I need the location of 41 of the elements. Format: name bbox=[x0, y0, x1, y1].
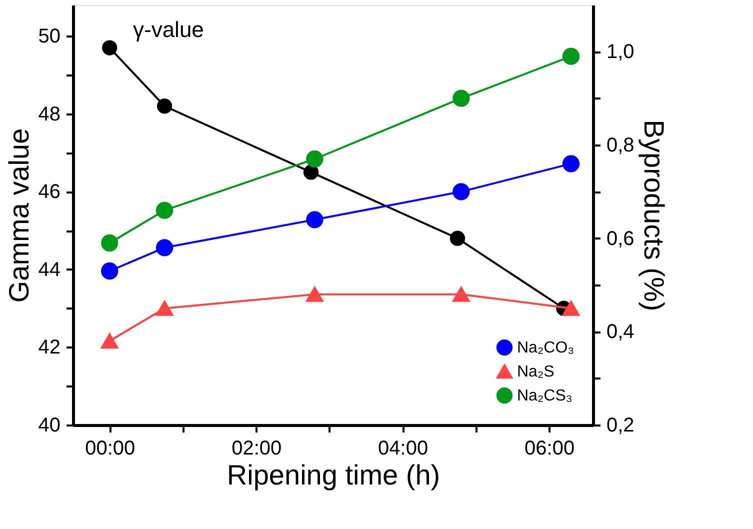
point bbox=[452, 183, 470, 200]
point bbox=[562, 300, 580, 316]
point bbox=[101, 262, 118, 280]
point bbox=[306, 150, 324, 168]
legend-label: Na₂CS₃ bbox=[517, 388, 572, 404]
point bbox=[156, 202, 174, 219]
y2-tick-label: 0,2 bbox=[606, 414, 634, 436]
y2-tick-label: 1,0 bbox=[606, 41, 634, 64]
x-tick-label: 06:00 bbox=[524, 438, 575, 460]
y-axis-title: Gamma value bbox=[3, 128, 34, 303]
point bbox=[452, 286, 470, 302]
y-tick-label: 42 bbox=[38, 336, 60, 359]
point bbox=[452, 90, 470, 107]
series-label: γ-value bbox=[133, 17, 204, 42]
y2-tick-label: 0,4 bbox=[606, 321, 634, 344]
y-tick-label: 48 bbox=[38, 103, 60, 126]
point bbox=[156, 300, 174, 316]
y-tick-label: 44 bbox=[38, 258, 60, 281]
x-axis-title: Ripening time (h) bbox=[226, 460, 440, 490]
point bbox=[101, 333, 118, 349]
point bbox=[306, 286, 324, 302]
point bbox=[156, 98, 172, 114]
point bbox=[156, 239, 174, 256]
point bbox=[101, 234, 118, 252]
point bbox=[562, 155, 580, 172]
point bbox=[306, 211, 324, 228]
y2-axis-title: Byproducts (%) bbox=[638, 120, 670, 312]
point bbox=[303, 164, 319, 180]
y2-tick-label: 0,8 bbox=[606, 134, 634, 156]
point bbox=[450, 230, 466, 246]
y-tick-label: 50 bbox=[38, 26, 60, 48]
point bbox=[102, 40, 118, 56]
x-tick-label: 00:00 bbox=[85, 438, 136, 460]
x-tick-label: 02:00 bbox=[232, 438, 282, 460]
point bbox=[562, 48, 580, 65]
x-tick-label: 04:00 bbox=[378, 438, 428, 460]
y-tick-label: 40 bbox=[38, 414, 60, 436]
legend-label: Na₂CO₃ bbox=[517, 340, 574, 356]
y2-tick-label: 0,6 bbox=[606, 228, 634, 250]
y-tick-label: 46 bbox=[38, 181, 60, 204]
legend-label: Na₂S bbox=[517, 364, 554, 380]
